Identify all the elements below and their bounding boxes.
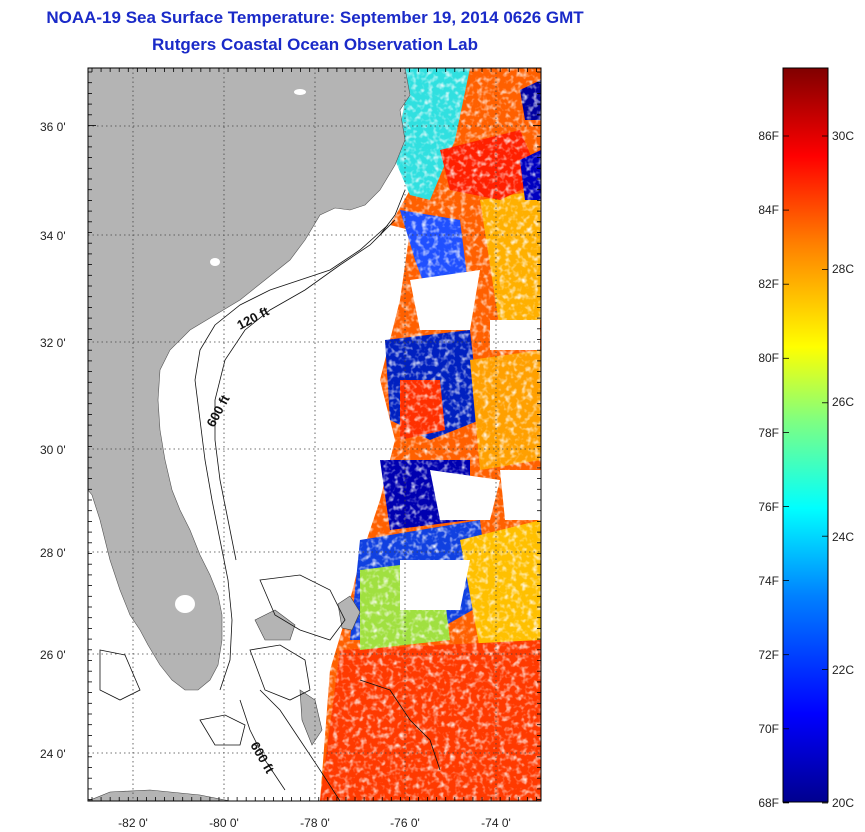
bathymetry-contours <box>99 189 441 801</box>
colorbar-c-label: 24C <box>832 530 854 544</box>
lat-label: 28 0' <box>40 546 66 560</box>
lake-marion <box>210 258 220 266</box>
frame-ticks <box>88 68 541 801</box>
colorbar-f-label: 70F <box>758 722 779 736</box>
lat-label: 32 0' <box>40 336 66 350</box>
colorbar <box>782 67 829 803</box>
longitude-labels: -82 0' -80 0' -78 0' -76 0' -74 0' <box>118 816 511 830</box>
latitude-labels: 36 0' 34 0' 32 0' 30 0' 28 0' 26 0' 24 0… <box>40 120 66 761</box>
lon-label: -82 0' <box>118 816 148 830</box>
land-bahamas-3 <box>254 609 296 641</box>
graticule <box>88 68 541 801</box>
colorbar-c-label: 20C <box>832 796 854 810</box>
colorbar-f-label: 86F <box>758 129 779 143</box>
colorbar-f-label: 82F <box>758 277 779 291</box>
colorbar-c-label: 22C <box>832 663 854 677</box>
colorbar-f-label: 80F <box>758 351 779 365</box>
lat-label: 26 0' <box>40 648 66 662</box>
chart-subtitle: Rutgers Coastal Ocean Observation Lab <box>152 35 478 54</box>
colorbar-f-label: 72F <box>758 648 779 662</box>
land-bahamas-2 <box>299 689 323 746</box>
colorbar-c-label: 30C <box>832 129 854 143</box>
chart-title: NOAA-19 Sea Surface Temperature: Septemb… <box>46 8 584 27</box>
lake-okeechobee <box>175 595 195 613</box>
lon-label: -80 0' <box>209 816 239 830</box>
albemarle-sound <box>294 89 306 95</box>
colorbar-ticks <box>783 135 828 804</box>
lon-label: -78 0' <box>300 816 330 830</box>
colorbar-c-label: 28C <box>832 262 854 276</box>
colorbar-f-label: 78F <box>758 426 779 440</box>
colorbar-fahrenheit-labels: 86F 84F 82F 80F 78F 76F 74F 72F 70F 68F <box>758 129 779 810</box>
colorbar-c-label: 26C <box>832 395 854 409</box>
lon-label: -76 0' <box>390 816 420 830</box>
land-us-coast <box>88 68 411 691</box>
colorbar-f-label: 84F <box>758 203 779 217</box>
lat-label: 36 0' <box>40 120 66 134</box>
colorbar-f-label: 76F <box>758 500 779 514</box>
land-cuba <box>88 789 231 801</box>
colorbar-celsius-labels: 30C 28C 26C 24C 22C 20C <box>832 129 854 810</box>
colorbar-f-label: 68F <box>758 796 779 810</box>
lat-label: 30 0' <box>40 443 66 457</box>
lat-label: 34 0' <box>40 229 66 243</box>
lon-label: -74 0' <box>481 816 511 830</box>
lat-label: 24 0' <box>40 747 66 761</box>
colorbar-f-label: 74F <box>758 574 779 588</box>
map-frame <box>87 67 542 802</box>
